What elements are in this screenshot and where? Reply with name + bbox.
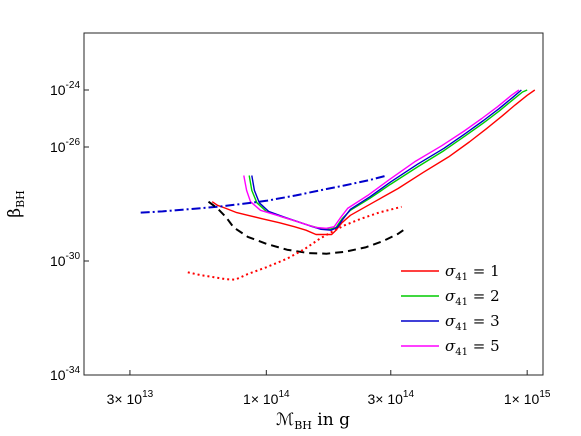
legend-value: = 2 [468,287,500,305]
x-axis-label: ℳBH in g [276,410,350,432]
x-tick-exponent: 13 [142,389,154,400]
legend-label: σ41 = 1 [445,262,500,283]
x-tick-exponent: 14 [278,389,290,400]
y-axis-label: βBH [5,190,27,218]
y-tick-base: 10 [50,367,66,383]
x-tick-label: 3× 1013 [107,389,154,407]
y-tick-exponent: -26 [66,137,81,148]
y-tick-base: 10 [50,253,66,269]
x-tick-exponent: 14 [403,389,415,400]
y-tick-label: 10-34 [50,365,80,383]
y-tick-label: 10-30 [50,251,80,269]
y-tick-label: 10-24 [50,80,80,98]
x-tick-mantissa: 3× 10 [107,391,143,407]
legend-label: σ41 = 5 [445,337,500,358]
plot-frame [83,32,544,376]
legend-label: σ41 = 2 [445,287,500,308]
legend-box [391,257,533,367]
series-line-3 [251,89,522,231]
legend-value: = 1 [468,262,500,280]
x-tick-label: 3× 1014 [367,389,414,407]
legend-subscript: 41 [455,347,468,358]
legend-symbol: σ [445,337,456,355]
x-tick-label: 1× 1015 [504,389,551,407]
series-line-4 [243,89,520,229]
legend-value: = 5 [468,337,500,355]
x-tick-mantissa: 3× 10 [367,391,403,407]
legend-symbol: σ [445,262,456,280]
series-layer [140,89,536,281]
y-tick-base: 10 [50,139,66,155]
x-tick-exponent: 15 [539,389,551,400]
x-tick-mantissa: 1× 10 [243,391,279,407]
series-line-7 [187,205,402,281]
x-tick-mantissa: 1× 10 [504,391,540,407]
tick-layer: 3× 1013 1× 1014 3× 1014 1× 101510-2410-2610… [50,80,551,407]
series-line-5 [140,174,388,214]
y-tick-exponent: -24 [66,80,81,91]
legend-symbol: σ [445,312,456,330]
legend-label: σ41 = 3 [445,312,500,333]
legend-subscript: 41 [455,272,468,283]
series-line-6 [207,200,404,255]
legend-value: = 3 [468,312,500,330]
legend-subscript: 41 [455,297,468,308]
legend-symbol: σ [445,287,456,305]
y-tick-exponent: -34 [66,365,81,376]
y-tick-label: 10-26 [50,137,80,155]
x-tick-label: 1× 1014 [243,389,290,407]
legend-subscript: 41 [455,322,468,333]
y-tick-exponent: -30 [66,251,81,262]
y-tick-base: 10 [50,82,66,98]
